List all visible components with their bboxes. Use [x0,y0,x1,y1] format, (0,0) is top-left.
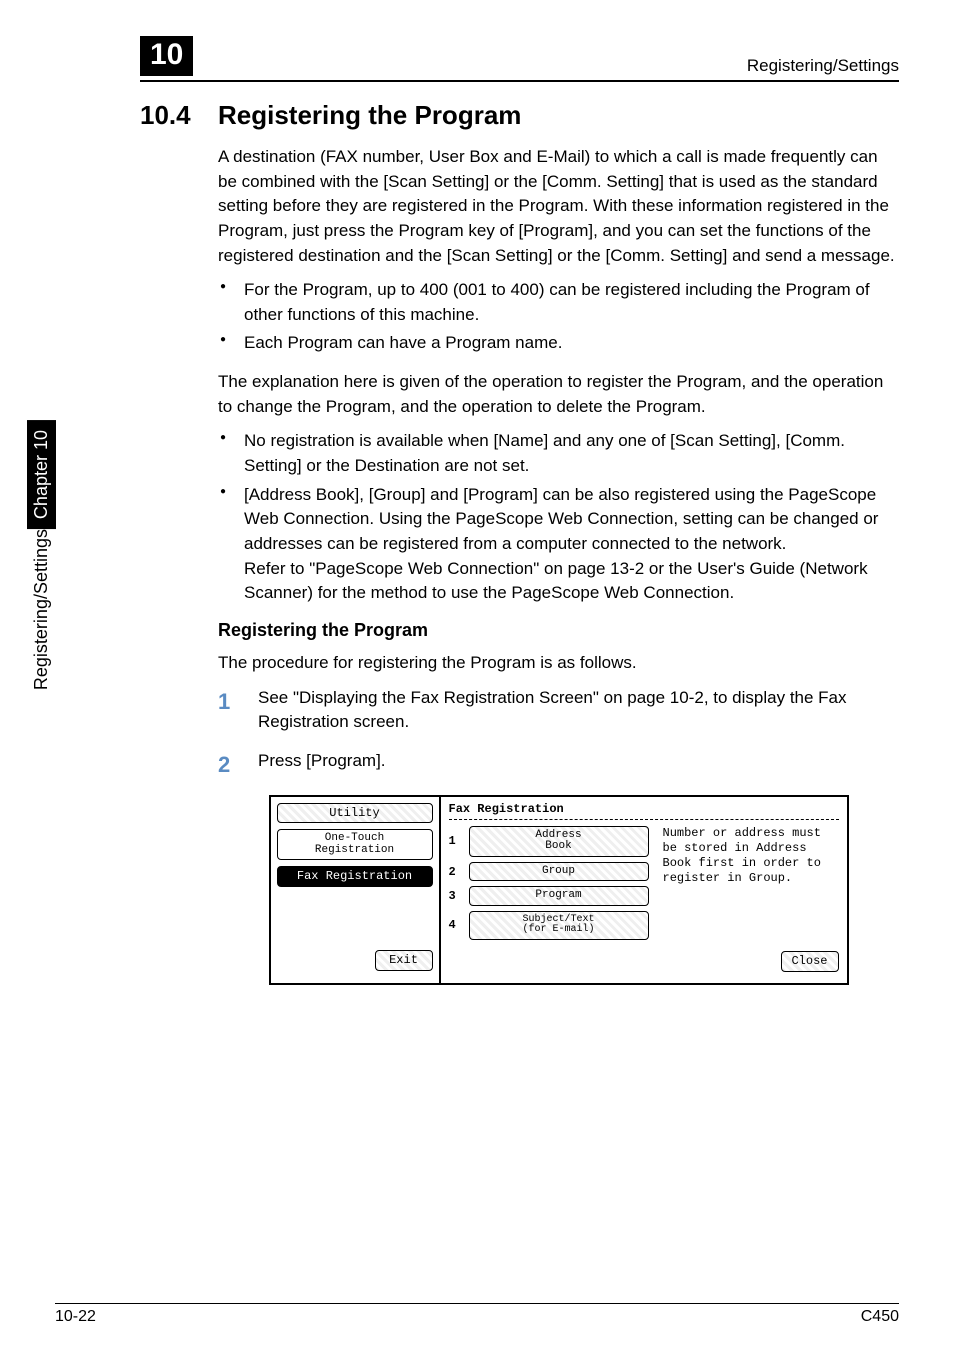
menu-index: 1 [449,834,465,848]
screenshot-right-panel: Fax Registration 1 Address Book 2 Group [441,797,847,983]
model-number: C450 [861,1308,899,1326]
program-button[interactable]: Program [469,886,649,906]
screenshot-left-panel: Utility One-Touch Registration Fax Regis… [271,797,441,983]
menu-row: 1 Address Book [449,826,649,857]
screenshot-fax-registration: Utility One-Touch Registration Fax Regis… [269,795,849,985]
screenshot-divider [449,819,839,820]
menu-row: 4 Subject/Text (for E-mail) [449,911,649,940]
close-button[interactable]: Close [781,951,839,972]
screenshot-menu-column: 1 Address Book 2 Group 3 Program [449,826,649,947]
menu-index: 2 [449,865,465,879]
list-item: For the Program, up to 400 (001 to 400) … [218,278,899,327]
fax-registration-button[interactable]: Fax Registration [277,866,433,887]
utility-button[interactable]: Utility [277,803,433,824]
side-chapter-label: Chapter 10 [27,420,56,529]
step-text: See "Displaying the Fax Registration Scr… [258,686,899,735]
menu-row: 2 Group [449,862,649,882]
bullet-list-b: No registration is available when [Name]… [218,429,899,605]
section-heading: Registering the Program [218,100,521,130]
list-item: Each Program can have a Program name. [218,331,899,356]
side-section-label: Registering/Settings [31,529,52,706]
chapter-number-box: 10 [140,36,193,76]
step-text: Press [Program]. [258,749,899,781]
page-number: 10-22 [55,1308,96,1326]
procedure-intro: The procedure for registering the Progra… [218,651,899,676]
step-row: 1 See "Displaying the Fax Registration S… [218,686,899,735]
screenshot-hint-text: Number or address must be stored in Addr… [649,826,839,947]
step-number: 2 [218,749,258,781]
section-number: 10.4 [140,100,218,131]
subject-text-button[interactable]: Subject/Text (for E-mail) [469,911,649,940]
bullet-list-a: For the Program, up to 400 (001 to 400) … [218,278,899,356]
page-footer: 10-22 C450 [55,1303,899,1326]
running-title: Registering/Settings [747,56,899,76]
section-title: 10.4Registering the Program [140,100,899,131]
exit-button[interactable]: Exit [375,950,433,971]
menu-row: 3 Program [449,886,649,906]
list-item: [Address Book], [Group] and [Program] ca… [218,483,899,606]
step-number: 1 [218,686,258,735]
intro-paragraph: A destination (FAX number, User Box and … [218,145,899,268]
middle-paragraph: The explanation here is given of the ope… [218,370,899,419]
one-touch-registration-button[interactable]: One-Touch Registration [277,829,433,860]
menu-index: 3 [449,889,465,903]
screenshot-title: Fax Registration [449,802,839,816]
procedure-subheading: Registering the Program [218,620,899,641]
step-row: 2 Press [Program]. [218,749,899,781]
list-item: No registration is available when [Name]… [218,429,899,478]
page-header: 10 Registering/Settings [140,36,899,82]
group-button[interactable]: Group [469,862,649,882]
menu-index: 4 [449,918,465,932]
address-book-button[interactable]: Address Book [469,826,649,857]
side-chapter-tab: Chapter 10 Registering/Settings [24,420,58,740]
